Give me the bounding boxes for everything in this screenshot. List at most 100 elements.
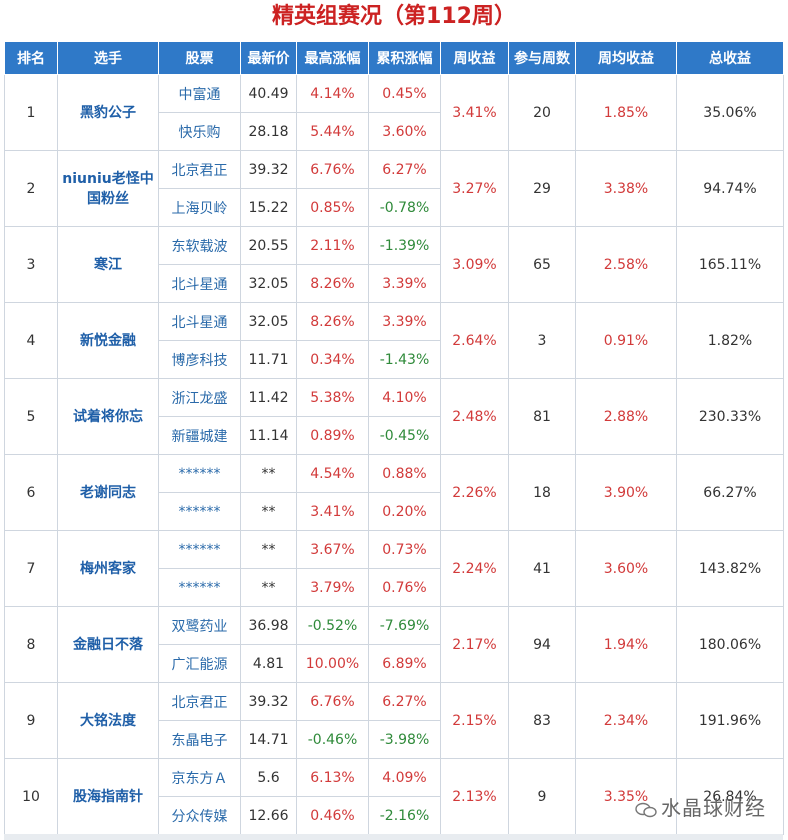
table-row: 3 寒江 东软载波 20.55 2.11% -1.39% 3.09% 65 2.58% 165.1…: [4, 226, 784, 303]
ranking-table: 排名 选手 股票 最新价 最高涨幅 累积涨幅 周收益 参与周数 周均收益 总收益…: [4, 41, 784, 835]
table-row: 10 股海指南针 京东方Ａ 5.6 6.13% 4.09% 2.13% 9 3.35% 26.84…: [4, 758, 784, 835]
weekly-return: 2.24%: [440, 530, 509, 607]
bottom-bar: [4, 834, 783, 840]
header-stock: 股票: [158, 41, 241, 75]
page-title: 精英组赛况（第112周）: [272, 4, 516, 29]
avg-weekly-return: 1.85%: [575, 74, 677, 151]
stock-price: 14.71: [240, 720, 297, 759]
wechat-icon: [635, 802, 657, 817]
stock-name: 北斗星通: [158, 264, 241, 303]
stock-max-gain: 3.41%: [296, 492, 369, 531]
stock-name: ******: [158, 530, 241, 569]
stock-name: 浙江龙盛: [158, 378, 241, 417]
stock-cum-gain: 0.76%: [368, 568, 441, 607]
avg-weekly-return: 2.88%: [575, 378, 677, 455]
stock-cum-gain: 6.89%: [368, 644, 441, 683]
rank-cell: 1: [4, 74, 58, 151]
table-row: 新疆城建 11.14 0.89% -0.45%: [5, 416, 784, 455]
rank-cell: 9: [4, 682, 58, 759]
stock-price: 20.55: [240, 226, 297, 265]
avg-weekly-return: 0.91%: [575, 302, 677, 379]
table-row: 北斗星通 32.05 8.26% 3.39%: [5, 264, 784, 303]
stock-max-gain: 0.85%: [296, 188, 369, 227]
stock-name: 新疆城建: [158, 416, 241, 455]
stock-max-gain: 3.79%: [296, 568, 369, 607]
stock-max-gain: 0.34%: [296, 340, 369, 379]
table-row: ****** ** 3.79% 0.76%: [5, 568, 784, 607]
total-return: 180.06%: [676, 606, 784, 683]
header-weekly-return: 周收益: [440, 41, 509, 75]
table-row: 9 大铭法度 北京君正 39.32 6.76% 6.27% 2.15% 83 2.34% 191.…: [4, 682, 784, 759]
stock-cum-gain: 0.20%: [368, 492, 441, 531]
stock-name: 东软载波: [158, 226, 241, 265]
player-name: 寒江: [57, 226, 159, 303]
stock-name: 双鹭药业: [158, 606, 241, 645]
rank-cell: 3: [4, 226, 58, 303]
header-avg-return: 周均收益: [575, 41, 677, 75]
stock-price: **: [240, 530, 297, 569]
stock-cum-gain: 4.10%: [368, 378, 441, 417]
stock-name: ******: [158, 492, 241, 531]
avg-weekly-return: 2.58%: [575, 226, 677, 303]
stock-max-gain: 5.38%: [296, 378, 369, 417]
stock-max-gain: 6.13%: [296, 758, 369, 797]
total-return: 191.96%: [676, 682, 784, 759]
stock-cum-gain: -1.43%: [368, 340, 441, 379]
weekly-return: 3.27%: [440, 150, 509, 227]
header-cum-gain: 累积涨幅: [368, 41, 441, 75]
total-return: 26.84%: [676, 758, 784, 835]
total-return: 35.06%: [676, 74, 784, 151]
weekly-return: 3.41%: [440, 74, 509, 151]
stock-max-gain: 6.76%: [296, 682, 369, 721]
stock-cum-gain: -0.78%: [368, 188, 441, 227]
table-row: 博彦科技 11.71 0.34% -1.43%: [5, 340, 784, 379]
weeks-count: 41: [508, 530, 576, 607]
table-row: 广汇能源 4.81 10.00% 6.89%: [5, 644, 784, 683]
rank-cell: 2: [4, 150, 58, 227]
stock-price: 39.32: [240, 682, 297, 721]
weeks-count: 83: [508, 682, 576, 759]
stock-max-gain: 3.67%: [296, 530, 369, 569]
stock-name: 北斗星通: [158, 302, 241, 341]
stock-cum-gain: 6.27%: [368, 682, 441, 721]
table-row: 7 梅州客家 ****** ** 3.67% 0.73% 2.24% 41 3.60% 143.8…: [4, 530, 784, 607]
player-name: 梅州客家: [57, 530, 159, 607]
stock-cum-gain: -1.39%: [368, 226, 441, 265]
weekly-return: 2.13%: [440, 758, 509, 835]
stock-name: 上海贝岭: [158, 188, 241, 227]
weeks-count: 3: [508, 302, 576, 379]
avg-weekly-return: 1.94%: [575, 606, 677, 683]
player-name: 股海指南针: [57, 758, 159, 835]
stock-max-gain: -0.46%: [296, 720, 369, 759]
stock-max-gain: 0.46%: [296, 796, 369, 835]
stock-price: 32.05: [240, 264, 297, 303]
weekly-return: 2.15%: [440, 682, 509, 759]
stock-cum-gain: 0.73%: [368, 530, 441, 569]
stock-cum-gain: 6.27%: [368, 150, 441, 189]
weeks-count: 9: [508, 758, 576, 835]
stock-max-gain: 4.54%: [296, 454, 369, 493]
stock-max-gain: 0.89%: [296, 416, 369, 455]
stock-price: 12.66: [240, 796, 297, 835]
weekly-return: 2.64%: [440, 302, 509, 379]
total-return: 66.27%: [676, 454, 784, 531]
stock-cum-gain: 3.39%: [368, 302, 441, 341]
stock-max-gain: -0.52%: [296, 606, 369, 645]
stock-name: 北京君正: [158, 682, 241, 721]
stock-cum-gain: 0.45%: [368, 74, 441, 113]
weekly-return: 2.17%: [440, 606, 509, 683]
player-name: 试着将你忘: [57, 378, 159, 455]
rank-cell: 7: [4, 530, 58, 607]
weeks-count: 18: [508, 454, 576, 531]
weeks-count: 20: [508, 74, 576, 151]
rank-cell: 10: [4, 758, 58, 835]
rank-cell: 4: [4, 302, 58, 379]
stock-max-gain: 4.14%: [296, 74, 369, 113]
avg-weekly-return: 3.90%: [575, 454, 677, 531]
stock-cum-gain: -7.69%: [368, 606, 441, 645]
player-name: 黑豹公子: [57, 74, 159, 151]
stock-price: 11.14: [240, 416, 297, 455]
rank-cell: 6: [4, 454, 58, 531]
header-player: 选手: [57, 41, 159, 75]
total-return: 143.82%: [676, 530, 784, 607]
